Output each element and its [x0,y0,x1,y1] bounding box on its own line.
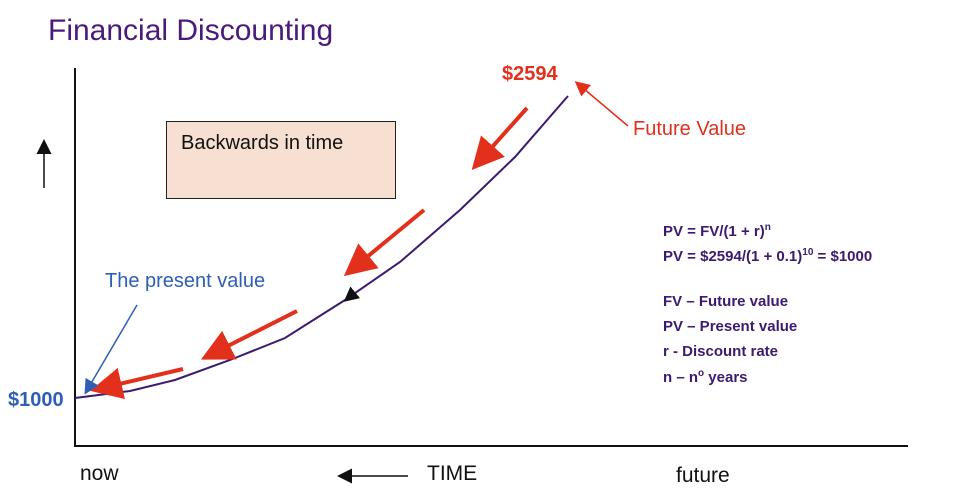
axis-future-label: future [676,464,730,487]
present-value-pointer [84,304,138,395]
future-value-label: Future Value [633,118,747,140]
end-value-label: $2594 [502,63,558,85]
present-value-label: The present value [105,270,266,292]
formula-line-2: PV = $2594/(1 + 0.1)10 = $1000 [663,247,873,265]
legend-r: r - Discount rate [663,343,779,360]
legend-n: n – no years [663,368,748,386]
backward-arrow-3 [200,309,298,360]
curve-arrowhead [343,286,361,302]
backward-arrow-2 [343,208,426,277]
growth-curve [74,95,569,399]
start-value-label: $1000 [8,389,64,411]
legend-fv: FV – Future value [663,293,789,310]
formula-line-1: PV = FV/(1 + r)n [663,222,771,240]
future-value-pointer [574,81,629,127]
axis-now-label: now [80,462,119,485]
box-text: Backwards in time [181,132,344,154]
legend-pv: PV – Present value [663,318,798,335]
page-title: Financial Discounting [48,14,334,47]
backward-arrow-1 [471,106,529,170]
axis-time-label: TIME [427,462,478,485]
backwards-in-time-box: Backwards in time [166,121,396,199]
backward-arrow-4 [90,367,184,400]
